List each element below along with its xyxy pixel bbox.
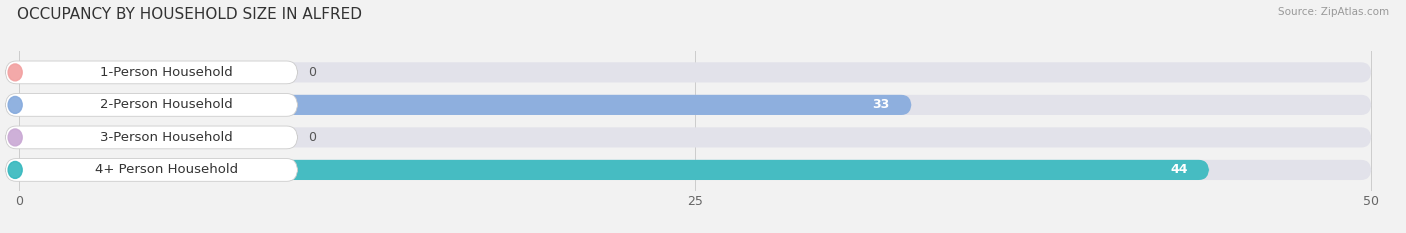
FancyBboxPatch shape [18,127,94,147]
Text: 33: 33 [873,98,890,111]
Circle shape [8,161,22,178]
FancyBboxPatch shape [18,95,1371,115]
Circle shape [8,64,22,81]
Text: 0: 0 [308,131,316,144]
FancyBboxPatch shape [18,160,1371,180]
FancyBboxPatch shape [6,158,298,181]
Text: Source: ZipAtlas.com: Source: ZipAtlas.com [1278,7,1389,17]
FancyBboxPatch shape [18,160,1209,180]
FancyBboxPatch shape [18,62,94,82]
Text: OCCUPANCY BY HOUSEHOLD SIZE IN ALFRED: OCCUPANCY BY HOUSEHOLD SIZE IN ALFRED [17,7,361,22]
Text: 2-Person Household: 2-Person Household [100,98,232,111]
FancyBboxPatch shape [18,62,1371,82]
Text: 4+ Person Household: 4+ Person Household [94,163,238,176]
FancyBboxPatch shape [18,127,1371,147]
FancyBboxPatch shape [6,93,298,116]
Text: 3-Person Household: 3-Person Household [100,131,232,144]
Circle shape [8,129,22,146]
Circle shape [8,96,22,113]
FancyBboxPatch shape [18,95,911,115]
Text: 0: 0 [308,66,316,79]
FancyBboxPatch shape [6,126,298,149]
FancyBboxPatch shape [6,61,298,84]
Text: 44: 44 [1170,163,1188,176]
Text: 1-Person Household: 1-Person Household [100,66,232,79]
